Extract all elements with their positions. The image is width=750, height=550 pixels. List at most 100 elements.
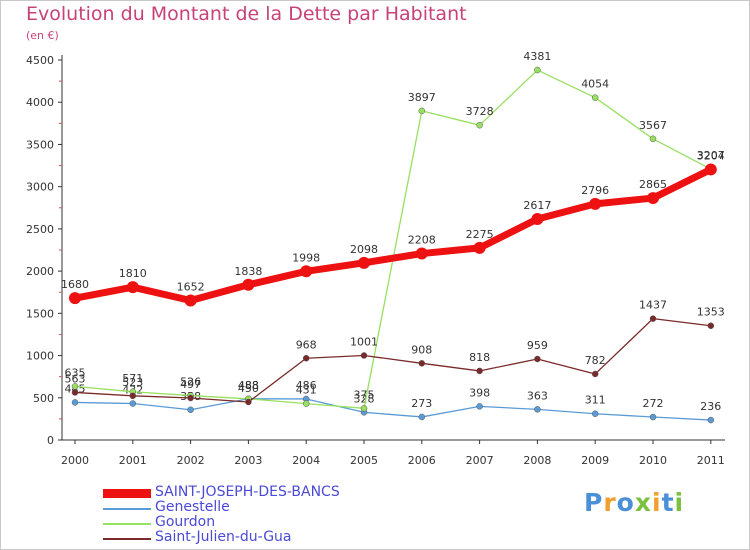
data-point — [187, 406, 194, 414]
data-label: 273 — [411, 397, 432, 410]
data-point — [300, 265, 313, 278]
data-point — [418, 360, 426, 367]
x-tick-label: 2002 — [177, 454, 205, 467]
data-point — [129, 392, 137, 400]
x-tick-label: 2007 — [466, 454, 494, 467]
series-line — [74, 318, 712, 403]
legend-swatch — [103, 508, 151, 510]
proxiti-logo: Proxiti — [584, 488, 685, 517]
data-label: 818 — [469, 351, 490, 364]
data-point — [649, 135, 657, 143]
data-point — [649, 413, 657, 421]
data-label: 398 — [469, 386, 490, 399]
data-label: 497 — [180, 378, 201, 391]
chart-title: Evolution du Montant de la Dette par Hab… — [26, 3, 467, 25]
data-point — [418, 413, 426, 421]
data-label: 3897 — [408, 91, 436, 104]
data-point — [707, 322, 715, 329]
legend-label: SAINT-JOSEPH-DES-BANCS — [155, 484, 340, 500]
data-point — [418, 107, 426, 115]
legend-label: Gourdon — [155, 514, 216, 530]
data-label: 1680 — [61, 278, 89, 291]
data-label: 363 — [527, 389, 548, 402]
data-point — [649, 315, 657, 322]
data-point — [591, 410, 599, 417]
data-label: 2098 — [350, 243, 378, 256]
data-label: 236 — [700, 400, 721, 413]
data-label: 571 — [122, 372, 143, 385]
series-line — [74, 69, 712, 409]
data-point — [69, 292, 81, 305]
y-tick-label: 1500 — [26, 307, 54, 320]
data-label: 3567 — [639, 119, 667, 132]
data-point — [360, 405, 368, 412]
data-label: 1838 — [234, 265, 262, 278]
data-point — [473, 241, 486, 254]
data-label: 908 — [411, 343, 432, 356]
data-label: 782 — [585, 354, 606, 367]
data-point — [704, 163, 717, 176]
y-tick-label: 0 — [47, 434, 54, 447]
data-label: 1353 — [697, 306, 725, 319]
data-point — [126, 281, 139, 294]
legend-swatch — [103, 538, 151, 540]
data-point — [647, 192, 659, 205]
x-tick-label: 2003 — [234, 454, 262, 467]
data-label: 272 — [643, 397, 664, 410]
data-point — [129, 400, 137, 407]
x-tick-label: 2008 — [523, 454, 551, 467]
data-point — [302, 355, 310, 362]
data-point — [534, 355, 541, 363]
data-point — [71, 399, 79, 406]
data-point — [531, 213, 544, 226]
data-point — [589, 197, 602, 210]
data-label: 3207 — [697, 149, 725, 162]
data-label: 3204 — [697, 149, 725, 162]
series-line — [74, 398, 712, 421]
data-point — [476, 121, 483, 129]
data-label: 563 — [65, 372, 86, 385]
y-tick-label: 2500 — [26, 223, 54, 236]
data-label: 959 — [527, 339, 548, 352]
y-tick-label: 500 — [33, 392, 54, 405]
y-tick-label: 2000 — [26, 265, 54, 278]
data-point — [707, 416, 715, 424]
data-point — [591, 370, 599, 378]
legend-label: Saint-Julien-du-Gua — [155, 529, 292, 545]
data-label: 2796 — [581, 184, 609, 197]
data-point — [184, 294, 197, 307]
y-unit-label: (en €) — [26, 29, 59, 42]
data-point — [534, 66, 541, 74]
data-point — [476, 367, 483, 375]
series-line — [71, 165, 715, 304]
legend-label: Genestelle — [155, 499, 230, 515]
y-tick-label: 4000 — [26, 96, 54, 109]
data-point — [415, 247, 428, 260]
data-point — [358, 256, 370, 269]
data-label: 488 — [238, 379, 259, 392]
data-label: 1001 — [350, 335, 378, 348]
data-point — [476, 403, 483, 410]
data-label: 1998 — [292, 251, 320, 264]
data-point — [534, 406, 541, 413]
x-tick-label: 2006 — [408, 454, 436, 467]
y-tick-label: 3500 — [26, 138, 54, 151]
data-label: 4381 — [523, 50, 551, 63]
x-tick-label: 2004 — [292, 454, 320, 467]
y-tick-label: 3000 — [26, 181, 54, 194]
data-label: 2275 — [466, 228, 494, 241]
data-label: 431 — [296, 384, 317, 397]
data-point — [242, 278, 255, 291]
data-label: 1810 — [119, 267, 147, 280]
data-point — [187, 394, 194, 402]
data-label: 328 — [354, 392, 375, 405]
data-label: 450 — [238, 382, 259, 395]
data-label: 2208 — [408, 234, 436, 247]
x-tick-label: 2010 — [639, 454, 667, 467]
x-tick-label: 2009 — [581, 454, 609, 467]
x-tick-label: 2000 — [61, 454, 89, 467]
data-point — [360, 352, 368, 359]
data-label: 4054 — [581, 78, 609, 91]
data-label: 2617 — [523, 199, 551, 212]
